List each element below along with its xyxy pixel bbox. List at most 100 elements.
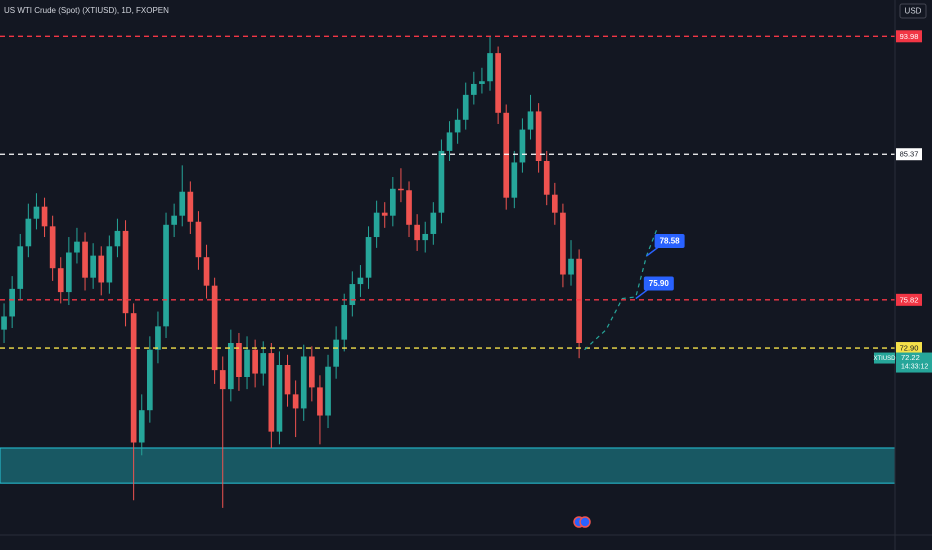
projection-path bbox=[584, 227, 658, 351]
candle-body bbox=[341, 305, 348, 340]
candle-body bbox=[41, 206, 48, 227]
candle-body bbox=[122, 230, 129, 314]
candle-body bbox=[454, 119, 461, 133]
candle-body bbox=[1, 316, 7, 330]
annotation-box bbox=[643, 276, 674, 291]
candle-body bbox=[9, 288, 15, 317]
candle-body bbox=[535, 111, 542, 162]
candle-body bbox=[82, 241, 88, 278]
candle-body bbox=[147, 349, 153, 411]
candle-body bbox=[260, 353, 267, 374]
candle-body bbox=[381, 212, 388, 216]
candle-body bbox=[349, 284, 356, 306]
candle-body bbox=[551, 194, 558, 213]
level-label: 72.90 bbox=[900, 344, 919, 353]
candle-body bbox=[219, 370, 226, 390]
currency-box[interactable] bbox=[899, 3, 927, 19]
candle-body bbox=[179, 191, 186, 216]
candle-body bbox=[462, 94, 469, 120]
support-zone bbox=[0, 447, 896, 484]
candle-body bbox=[203, 257, 210, 286]
candle-body bbox=[414, 224, 420, 241]
candle-body bbox=[130, 313, 137, 443]
candle-body bbox=[519, 129, 526, 163]
candle-body bbox=[446, 132, 453, 151]
candle-body bbox=[276, 364, 283, 432]
currency[interactable]: USD bbox=[905, 7, 922, 16]
candle-body bbox=[163, 224, 169, 327]
last-price-label: 72.22 bbox=[901, 353, 920, 362]
candle-body bbox=[187, 191, 194, 222]
last-price-badge bbox=[896, 352, 932, 373]
candle-body bbox=[308, 356, 315, 388]
candle-body bbox=[470, 83, 477, 95]
candle-body bbox=[236, 342, 242, 378]
candle-body bbox=[389, 188, 396, 216]
ticker-label: XTIUSD bbox=[873, 356, 896, 362]
candle-body bbox=[244, 349, 250, 378]
candle-body bbox=[33, 206, 40, 219]
candle-body bbox=[317, 387, 323, 416]
level-badge bbox=[896, 148, 922, 161]
candle-body bbox=[503, 112, 510, 198]
candle-body bbox=[228, 342, 234, 390]
candle-body bbox=[495, 53, 501, 113]
candle-body bbox=[66, 252, 72, 293]
ticker-badge bbox=[874, 352, 895, 364]
candle-body bbox=[325, 366, 331, 416]
plot-layer: 75.90 78.58 bbox=[0, 35, 896, 508]
candle-body bbox=[527, 111, 534, 130]
candle-body bbox=[171, 215, 177, 225]
candle-body bbox=[292, 394, 299, 409]
candle-body bbox=[90, 255, 96, 278]
candle-body bbox=[268, 353, 275, 432]
candle-body bbox=[365, 237, 372, 278]
annotation-box bbox=[654, 233, 685, 248]
candle-body bbox=[560, 212, 566, 275]
candle-body bbox=[114, 230, 121, 247]
candle-body bbox=[138, 410, 145, 443]
candle-body bbox=[438, 150, 445, 213]
candle-body bbox=[49, 226, 56, 269]
candle-body bbox=[398, 188, 404, 191]
annotation-pointer bbox=[635, 288, 649, 300]
candle-body bbox=[17, 246, 24, 289]
candle-body bbox=[357, 277, 364, 285]
level-badge bbox=[896, 342, 922, 355]
candle-body bbox=[422, 233, 429, 241]
candle-body bbox=[106, 246, 113, 283]
event-icons bbox=[573, 516, 591, 528]
chart-title: US WTI Crude (Spot) (XTIUSD), 1D, FXOPEN bbox=[4, 6, 169, 15]
candle-body bbox=[25, 218, 32, 247]
level-label: 93.98 bbox=[900, 32, 919, 41]
countdown: 14:33:12 bbox=[901, 363, 928, 370]
candle-body bbox=[284, 364, 291, 395]
annotation-label: 75.90 bbox=[649, 279, 670, 288]
candle-body bbox=[568, 258, 574, 275]
candle-body bbox=[155, 326, 161, 350]
candle-body bbox=[406, 190, 412, 225]
candle-body bbox=[487, 53, 493, 82]
level-label: 75.82 bbox=[900, 295, 919, 304]
candle-body bbox=[511, 162, 518, 198]
candle-body bbox=[479, 81, 485, 84]
candle-body bbox=[74, 241, 80, 253]
candle-body bbox=[300, 356, 307, 409]
candle-body bbox=[98, 255, 105, 283]
annotation-pointer bbox=[646, 246, 660, 257]
annotation-label: 78.58 bbox=[660, 237, 681, 246]
candle-body bbox=[211, 285, 218, 371]
candle-body bbox=[252, 349, 258, 374]
candle-body bbox=[430, 212, 437, 234]
level-badge bbox=[896, 293, 922, 306]
candle-body bbox=[373, 212, 380, 238]
candle-body bbox=[195, 221, 202, 258]
candle-body bbox=[576, 258, 582, 343]
candle-body bbox=[333, 339, 339, 367]
candle-body bbox=[543, 161, 550, 195]
level-label: 85.37 bbox=[900, 150, 919, 159]
level-badge bbox=[896, 30, 922, 43]
candle-body bbox=[57, 268, 64, 293]
